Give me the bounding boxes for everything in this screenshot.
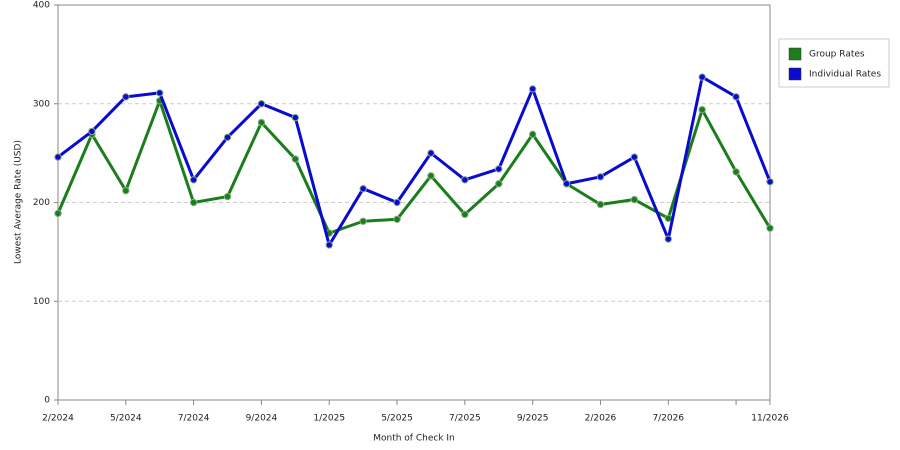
data-point (461, 176, 469, 184)
data-point (359, 184, 367, 193)
data-point (54, 153, 62, 161)
x-tick-label: 7/2026 (652, 414, 684, 424)
data-point (495, 180, 503, 188)
x-tick-label: 2/2026 (585, 414, 617, 424)
data-point (122, 93, 130, 101)
data-point (257, 118, 266, 127)
data-point (596, 200, 605, 209)
data-point (359, 217, 367, 225)
x-tick-label: 1/2025 (313, 414, 345, 424)
data-point (393, 198, 401, 207)
y-tick-label: 0 (44, 396, 50, 406)
data-point (54, 209, 62, 218)
data-point (495, 165, 503, 173)
data-point (291, 155, 300, 163)
data-point (766, 178, 774, 186)
y-tick-label: 200 (33, 198, 50, 208)
data-point (732, 93, 740, 101)
y-tick-label: 300 (33, 99, 50, 109)
x-tick-label: 11/2026 (751, 414, 789, 424)
x-tick-label: 7/2024 (178, 414, 210, 424)
x-tick-label: 5/2024 (110, 414, 142, 424)
data-point (427, 149, 435, 157)
y-tick-label: 100 (33, 297, 50, 307)
data-point (223, 133, 232, 142)
data-point (223, 192, 232, 201)
data-point (698, 105, 706, 114)
x-tick-label: 7/2025 (449, 414, 481, 424)
data-point (562, 180, 571, 188)
data-point (291, 113, 300, 122)
data-point (528, 130, 537, 139)
x-tick-label: 9/2025 (517, 414, 549, 424)
y-axis-label: Lowest Average Rate (USD) (14, 140, 24, 264)
data-point (427, 172, 435, 180)
legend-label: Group Rates (809, 50, 865, 60)
data-point (664, 235, 672, 243)
data-point (189, 198, 198, 207)
data-point (732, 168, 740, 176)
data-point (325, 241, 333, 249)
data-point (156, 89, 164, 97)
data-point (189, 176, 198, 184)
data-point (257, 100, 266, 108)
data-point (664, 214, 672, 223)
data-point (88, 127, 96, 136)
data-point (528, 85, 537, 93)
legend-swatch (788, 67, 802, 81)
data-point (630, 153, 639, 161)
legend-swatch (788, 47, 802, 61)
data-point (122, 186, 130, 195)
x-axis-label: Month of Check In (373, 434, 455, 444)
data-point (461, 210, 469, 219)
legend-label: Individual Rates (809, 70, 881, 80)
x-tick-label: 9/2024 (246, 414, 278, 424)
data-point (596, 173, 605, 181)
series-line (57, 75, 772, 247)
data-point (698, 73, 706, 81)
data-point (393, 215, 401, 223)
x-tick-label: 2/2024 (42, 414, 74, 424)
x-tick-label: 5/2025 (381, 414, 413, 424)
data-point (630, 195, 639, 204)
data-point (766, 224, 774, 232)
series-line (56, 99, 772, 235)
y-tick-label: 400 (33, 1, 50, 11)
